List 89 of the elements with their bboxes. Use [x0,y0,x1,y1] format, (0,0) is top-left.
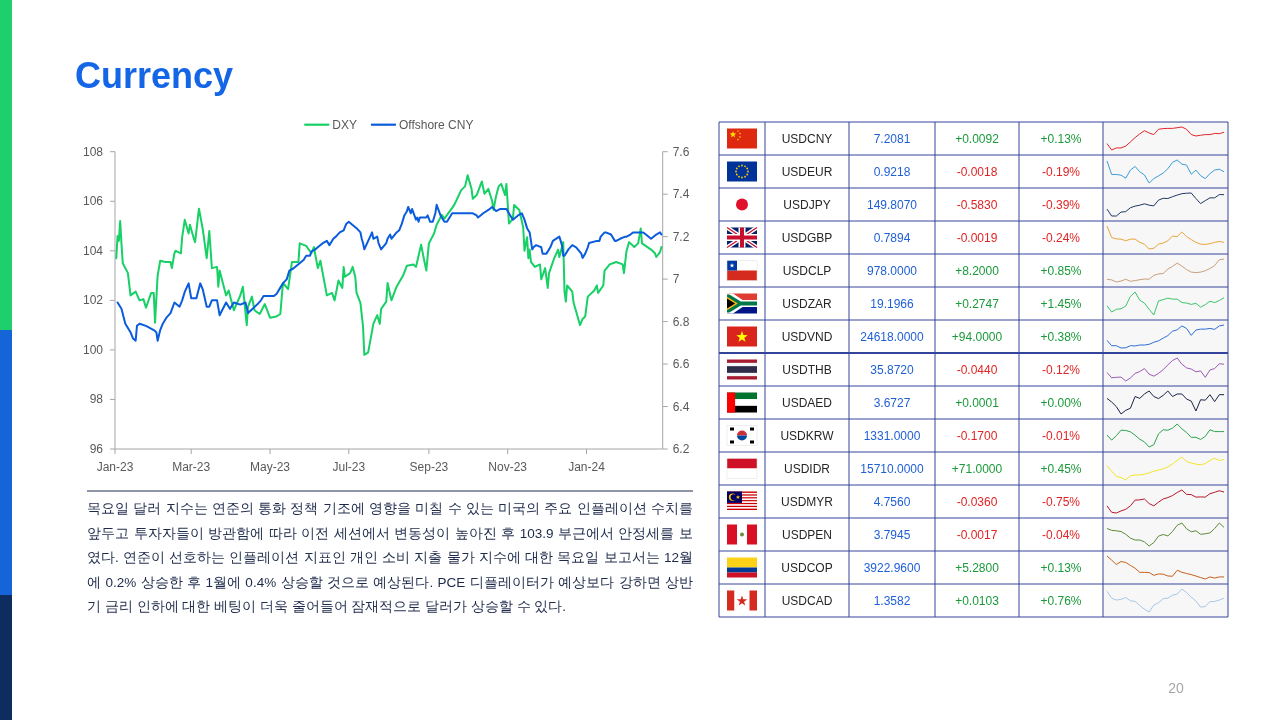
x-tick-label: Jan-24 [568,460,606,474]
data-label: +0.0092 [955,131,1000,146]
y-tick-label: 102 [82,293,104,308]
data-label: +5.2800 [955,560,1000,575]
x-tick-label: Jul-23 [332,460,366,474]
legend-label: DXY [332,117,357,132]
category-label: USDJPY [783,197,831,212]
y-tick-label: 106 [82,194,104,209]
data-label: +1.45% [1040,296,1082,311]
category-label: USDPEN [781,527,833,542]
data-label: 3.6727 [873,395,911,410]
data-label: -0.01% [1041,428,1081,443]
data-label: -0.19% [1041,164,1081,179]
data-label: -0.5830 [956,197,998,212]
y2-tick-label: 7.2 [672,229,690,244]
y2-tick-label: 6.6 [672,357,690,372]
line-series [116,203,663,342]
category-label: USDZAR [782,296,832,311]
data-label: 3922.9600 [863,560,921,575]
x-tick-label: Sep-23 [409,460,449,474]
data-label: 978.0000 [866,263,918,278]
data-label: -0.0440 [956,362,998,377]
data-label: 15710.0000 [860,461,925,476]
data-label: -0.1700 [956,428,998,443]
y2-tick-label: 7.6 [672,144,690,159]
data-label: +94.0000 [951,329,1003,344]
category-label: USDMYR [780,494,834,509]
y-tick-label: 108 [82,144,104,159]
chart-title: Currency [75,55,234,96]
category-label: USDCAD [781,593,833,608]
category-label: USDAED [781,395,833,410]
data-label: +0.76% [1040,593,1082,608]
y2-tick-label: 6.4 [672,399,690,414]
data-label: -0.0017 [956,527,998,542]
text: 목요일 달러 지수는 연준의 통화 정책 기조에 영향을 미칠 수 있는 미국의 주요 인플레이션 수치를 앞두고 투자자들이 방관함에 따라 이전 세션에서 변동성이 높아진 후 103.9 부근에서 안정세를 보였다. 연준이 선호하는 인플레이션 지표인 개인 소비 지출 물가 지수에 대한 목요일 보고서는 12월에 0.2% 상승한 후 1월에 0.4% 상승할 것으로 예상된다. PCE 디플레이터가 예상보다 강하면 상반기 금리 인하에 대한 베팅이 더욱 줄어들어 잠재적으로 달러가 상승할 수 있다. [87,500,693,616]
y2-tick-label: 6.2 [672,442,690,456]
x-tick-label: Jan-23 [96,460,134,474]
data-label: +0.38% [1040,329,1082,344]
data-label: -0.24% [1041,230,1081,245]
data-label: 19.1966 [870,296,915,311]
data-label: +0.0103 [955,593,1000,608]
data-label: 24618.0000 [860,329,925,344]
data-label: +71.0000 [951,461,1003,476]
y-tick-label: 104 [82,243,104,258]
data-label: +0.13% [1040,131,1082,146]
data-label: -0.0360 [956,494,998,509]
category-label: USDGBP [781,230,833,245]
data-label: 3.7945 [873,527,911,542]
category-label: USDKRW [780,428,835,443]
y2-tick-label: 7.4 [672,187,690,202]
data-label: -0.0018 [956,164,998,179]
data-label: +0.85% [1040,263,1082,278]
data-label: 149.8070 [866,197,918,212]
data-label: -0.0019 [956,230,998,245]
data-label: 7.2081 [873,131,911,146]
text: 20 [1168,680,1184,696]
data-label: +0.00% [1040,395,1082,410]
y2-tick-label: 7 [672,272,680,287]
data-label: 1331.0000 [863,428,921,443]
data-label: 0.9218 [873,164,911,179]
category-label: USDTHB [782,362,832,377]
category-label: USDCNY [781,131,833,146]
y2-tick-label: 6.8 [672,314,690,329]
data-label: +0.0001 [955,395,1000,410]
category-label: USDIDR [783,461,831,476]
data-label: -0.39% [1041,197,1081,212]
category-label: USDEUR [781,164,833,179]
data-label: 0.7894 [873,230,911,245]
category-label: USDCLP [782,263,832,278]
x-tick-label: Nov-23 [488,460,528,474]
line-series [115,174,663,356]
legend-label: Offshore CNY [398,117,474,132]
x-tick-label: Mar-23 [172,460,211,474]
y-tick-label: 98 [89,392,104,407]
data-label: 4.7560 [873,494,911,509]
data-label: +0.2747 [955,296,1000,311]
y-tick-label: 100 [82,342,104,357]
data-label: +0.13% [1040,560,1082,575]
category-label: USDCOP [781,560,833,575]
data-label: -0.12% [1041,362,1081,377]
data-label: 1.3582 [873,593,911,608]
data-label: +0.45% [1040,461,1082,476]
data-label: -0.75% [1041,494,1081,509]
category-label: USDVND [781,329,833,344]
data-label: 35.8720 [870,362,915,377]
x-tick-label: May-23 [250,460,291,474]
data-label: +8.2000 [955,263,1000,278]
data-label: -0.04% [1041,527,1081,542]
y-tick-label: 96 [89,442,104,456]
